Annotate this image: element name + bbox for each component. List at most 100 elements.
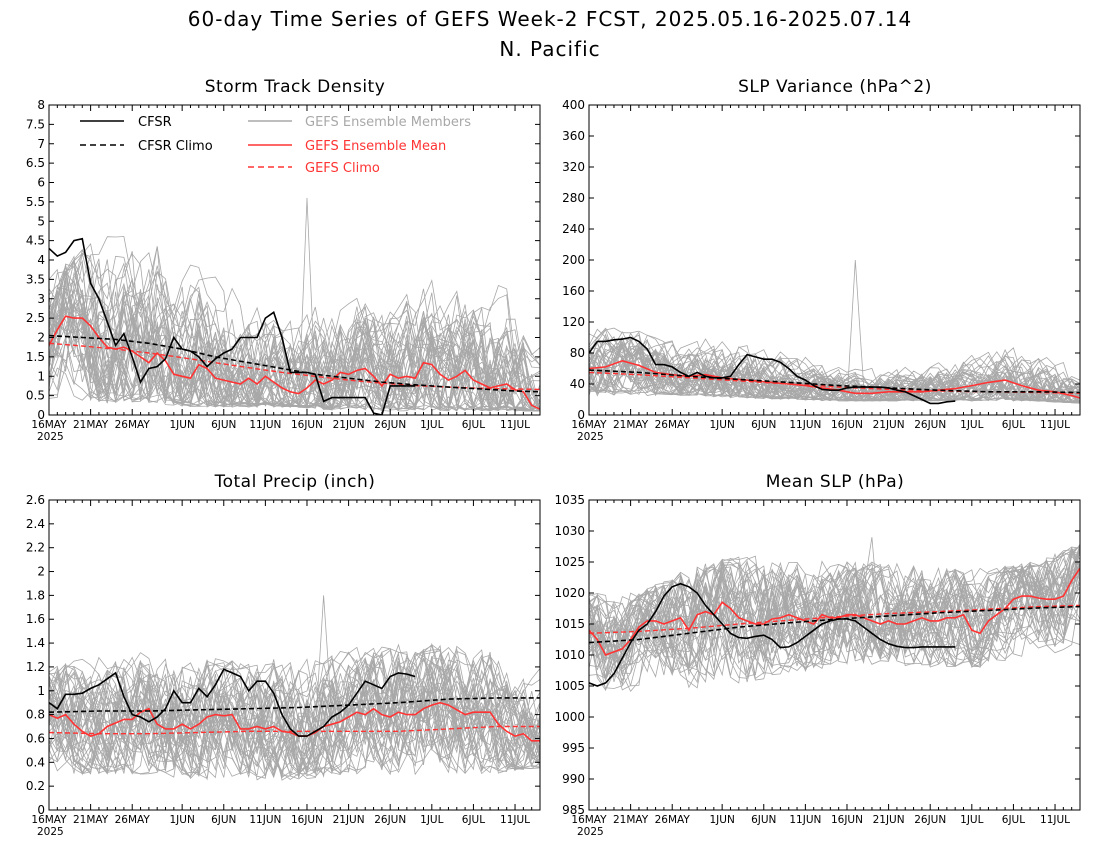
panel-mean-slp: Mean SLP (hPa) 985 990 995 1000 1005 1010 1015…: [554, 472, 1081, 838]
x-tick-label: 26JUN: [374, 814, 406, 826]
x-tick-label: 26MAY: [655, 814, 691, 826]
plot-content: [589, 537, 1080, 693]
y-tick-label: 2: [37, 565, 45, 579]
x-tick-label: 6JUL: [1002, 814, 1025, 826]
ensemble-member-line: [49, 648, 540, 772]
x-tick-label: 6JUL: [462, 814, 485, 826]
y-tick-label: 6.5: [26, 156, 45, 170]
x-tick-label: 26MAY: [115, 814, 151, 826]
ensemble-member-line: [589, 348, 1080, 402]
plot-area: 985 990 995 1000 1005 1010 1015 1020 1025 1030 103…: [554, 493, 1081, 838]
y-tick-label: 360: [562, 129, 585, 143]
cfsr-climo-line: [589, 369, 1080, 394]
x-tick-label: 26JUN: [374, 419, 406, 431]
x-tick-label: 1JUL: [960, 814, 983, 826]
ensemble-member-line: [589, 337, 1080, 404]
y-tick-label: 4.5: [26, 234, 45, 248]
x-tick-label: 11JUL: [1040, 814, 1070, 826]
x-tick-label: 16JUN: [831, 814, 863, 826]
y-tick-label: 1010: [554, 648, 585, 662]
x-tick-label: 16MAY: [571, 814, 607, 826]
x-tick-label: 6JUL: [462, 419, 485, 431]
plot-content: [49, 197, 540, 415]
y-tick-label: 5.5: [26, 195, 45, 209]
ensemble-member-line: [49, 263, 540, 412]
x-tick-label: 6JUL: [1002, 419, 1025, 431]
x-tick-label: 11JUN: [789, 814, 821, 826]
y-tick-label: 200: [562, 253, 585, 267]
ensemble-member-line: [49, 264, 540, 412]
y-tick-label: 80: [570, 346, 585, 360]
y-tick-label: 0: [577, 408, 585, 422]
x-tick-label: 6JUN: [211, 419, 236, 431]
y-tick-label: 0.5: [26, 389, 45, 403]
ensemble-member-line: [49, 659, 540, 776]
figure-subtitle: N. Pacific: [499, 37, 600, 61]
cfsr-line: [49, 668, 416, 737]
x-tick-label: 21MAY: [73, 814, 109, 826]
y-tick-label: 1030: [554, 524, 585, 538]
y-tick-label: 240: [562, 222, 585, 236]
ensemble-member-line: [49, 251, 540, 412]
y-tick-label: 5: [37, 214, 45, 228]
ensemble-member-line: [49, 262, 540, 412]
cfsr-climo-line: [49, 697, 540, 713]
ensemble-member-line: [589, 559, 1080, 678]
plot-content: [49, 595, 540, 781]
y-tick-label: 7: [37, 137, 45, 151]
ensemble-member-line: [49, 656, 540, 777]
y-tick-label: 0.2: [26, 779, 45, 793]
x-tick-label: 21MAY: [613, 419, 649, 431]
x-tick-label: 1JUN: [709, 814, 734, 826]
x-year-label: 2025: [37, 826, 64, 838]
x-tick-label: 21MAY: [613, 814, 649, 826]
ensemble-member-line: [589, 546, 1080, 678]
y-tick-label: 4: [37, 253, 45, 267]
plot-area: 0 0.5 1 1.5 2 2.5 3 3.5 4 4.5 5 5.5 6 6.5 7 7.5 8 16MAY 21…: [26, 98, 541, 443]
x-axis: 16MAY 21MAY 26MAY 1JUN 6JUN 11JUN 16JUN 21JUN 26…: [31, 105, 541, 443]
y-tick-label: 0.8: [26, 708, 45, 722]
ensemble-member-line: [49, 299, 540, 413]
gefs-ensemble-mean-line: [49, 701, 540, 742]
x-tick-label: 16JUN: [291, 419, 323, 431]
y-tick-label: 7.5: [26, 117, 45, 131]
y-tick-label: 995: [562, 741, 585, 755]
x-tick-label: 11JUN: [789, 419, 821, 431]
x-tick-label: 21JUN: [873, 419, 905, 431]
x-year-label: 2025: [577, 431, 604, 443]
panel-title: Mean SLP (hPa): [766, 472, 905, 492]
ensemble-member-line: [589, 333, 1080, 402]
x-tick-label: 6JUN: [751, 419, 776, 431]
ensemble-members: [49, 595, 540, 781]
x-tick-label: 1JUL: [420, 419, 443, 431]
ensemble-member-line: [589, 566, 1080, 692]
ensemble-member-line: [49, 657, 540, 775]
y-tick-label: 1: [37, 684, 45, 698]
x-axis: 16MAY 21MAY 26MAY 1JUN 6JUN 11JUN 16JUN 21JUN 26…: [571, 105, 1081, 443]
gefs-climo-line: [49, 725, 540, 735]
ensemble-member-line: [589, 551, 1080, 651]
x-tick-label: 16MAY: [31, 419, 67, 431]
x-tick-label: 21JUN: [333, 419, 365, 431]
panel-title: SLP Variance (hPa^2): [738, 77, 932, 97]
gefs-ensemble-mean-line: [589, 567, 1080, 656]
y-tick-label: 1.2: [26, 660, 45, 674]
panel-storm-track-density: Storm Track Density 0 0.5 1 1.5 2 2.5 3 3.5 4 4.5…: [26, 77, 541, 443]
y-tick-label: 0.4: [26, 755, 45, 769]
x-tick-label: 21JUN: [873, 814, 905, 826]
ensemble-member-line: [589, 342, 1080, 403]
ensemble-member-line: [589, 553, 1080, 678]
ensemble-member-line: [49, 251, 540, 412]
y-tick-label: 0: [37, 803, 45, 817]
x-tick-label: 26MAY: [115, 419, 151, 431]
cfsr-line: [589, 582, 956, 687]
x-year-label: 2025: [37, 431, 64, 443]
y-tick-label: 40: [570, 377, 585, 391]
cfsr-line: [589, 336, 956, 405]
x-tick-label: 16JUN: [291, 814, 323, 826]
plot-area: 0 0.2 0.4 0.6 0.8 1 1.2 1.4 1.6 1.8 2 2.2 2.4 2.6 16MA…: [26, 493, 541, 838]
x-tick-label: 1JUN: [709, 419, 734, 431]
plot-area: 0 40 80 120 160 200 240 280 320 360 400 16MAY 21MAY 2…: [562, 98, 1081, 443]
x-axis: 16MAY 21MAY 26MAY 1JUN 6JUN 11JUN 16JUN 21JUN 26…: [31, 500, 541, 838]
